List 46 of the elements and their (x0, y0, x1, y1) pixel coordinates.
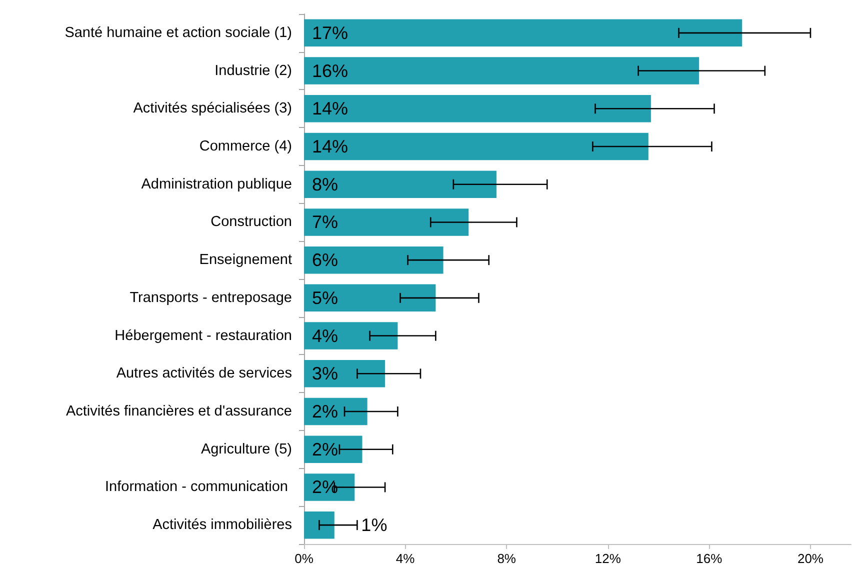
data-label: 14% (312, 98, 348, 119)
x-tick-label: 12% (594, 551, 622, 566)
data-label: 16% (312, 60, 348, 81)
y-tick-label: Hébergement - restauration (114, 328, 292, 344)
bar (304, 436, 362, 463)
bar (304, 19, 742, 47)
y-tick-label: Commerce (4) (199, 138, 292, 154)
x-tick-label: 4% (396, 551, 416, 566)
y-tick-label: Autres activités de services (116, 366, 292, 382)
y-tick-label: Santé humaine et action sociale (1) (64, 24, 292, 41)
bar (304, 57, 700, 84)
y-tick-label: Construction (210, 214, 292, 230)
x-tick-label: 0% (294, 551, 314, 566)
y-tick-label: Activités immobilières (152, 517, 292, 534)
data-label: 2% (312, 439, 338, 460)
bar (304, 132, 648, 160)
data-label: 3% (312, 364, 338, 384)
bar (304, 284, 436, 312)
y-tick-label: Transports - entreposage (130, 290, 292, 306)
bar (304, 95, 651, 122)
bar (304, 398, 368, 426)
data-label: 1% (361, 515, 388, 536)
y-tick-label: Activités spécialisées (3) (133, 100, 292, 117)
data-label: 6% (312, 250, 338, 270)
bar (304, 208, 469, 236)
y-tick-label: Activités financières et d'assurance (66, 404, 292, 420)
bar (304, 511, 334, 539)
bar (304, 170, 496, 198)
data-label: 7% (312, 212, 338, 232)
data-label: 17% (312, 22, 348, 43)
x-tick-label: 8% (497, 551, 516, 566)
bar (304, 246, 444, 274)
y-tick-label: Administration publique (141, 176, 292, 192)
y-tick-label: Agriculture (5) (200, 441, 292, 458)
data-label: 2% (312, 402, 338, 422)
data-label: 14% (312, 136, 348, 156)
data-label: 5% (312, 288, 338, 308)
bar (304, 360, 386, 388)
data-label: 8% (312, 174, 338, 194)
y-tick-label: Information - communication (105, 479, 292, 496)
y-tick-label: Enseignement (199, 252, 292, 268)
y-tick-label: Industrie (2) (214, 62, 292, 79)
x-tick-label: 16% (696, 551, 723, 566)
bar (304, 322, 398, 350)
x-tick-label: 20% (797, 551, 824, 566)
data-label: 4% (312, 326, 338, 346)
